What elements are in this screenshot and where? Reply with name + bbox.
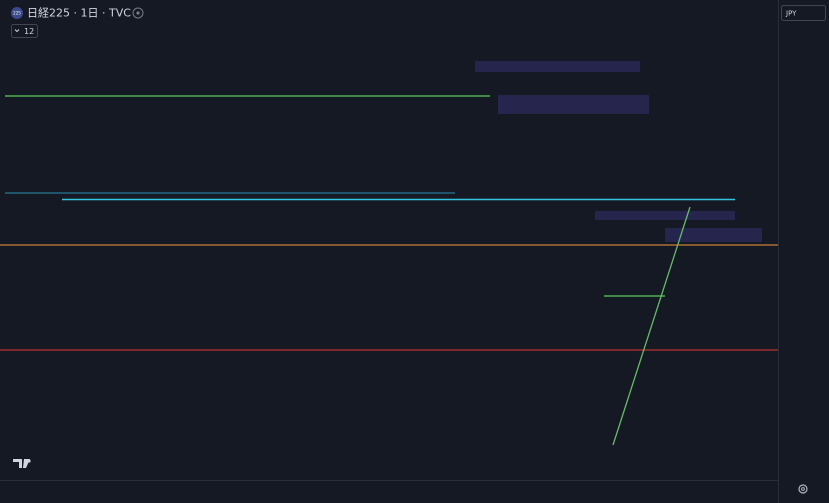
price-axis-panel bbox=[778, 0, 829, 503]
indicator-toggle[interactable] bbox=[11, 24, 38, 38]
eye-icon[interactable] bbox=[132, 7, 144, 19]
zone bbox=[475, 61, 640, 72]
indicator-count: 12 bbox=[24, 27, 34, 36]
symbol-badge bbox=[11, 7, 23, 19]
chart-title: 日経225 · 1日 · TVC bbox=[27, 7, 131, 20]
currency: JPY bbox=[785, 10, 797, 18]
drawings bbox=[0, 61, 778, 351]
zone bbox=[665, 228, 762, 242]
symbol-badge-text: 225 bbox=[13, 11, 21, 16]
settings-icon[interactable] bbox=[798, 484, 808, 494]
logo bbox=[13, 459, 30, 468]
currency-box[interactable] bbox=[781, 5, 826, 21]
eye-icon-dot bbox=[136, 11, 140, 15]
zone bbox=[498, 95, 649, 114]
trend-line bbox=[612, 206, 691, 446]
logo-dot bbox=[27, 459, 31, 463]
zone bbox=[595, 211, 735, 220]
chevron bbox=[14, 29, 20, 33]
settings-icon-core bbox=[801, 487, 805, 491]
